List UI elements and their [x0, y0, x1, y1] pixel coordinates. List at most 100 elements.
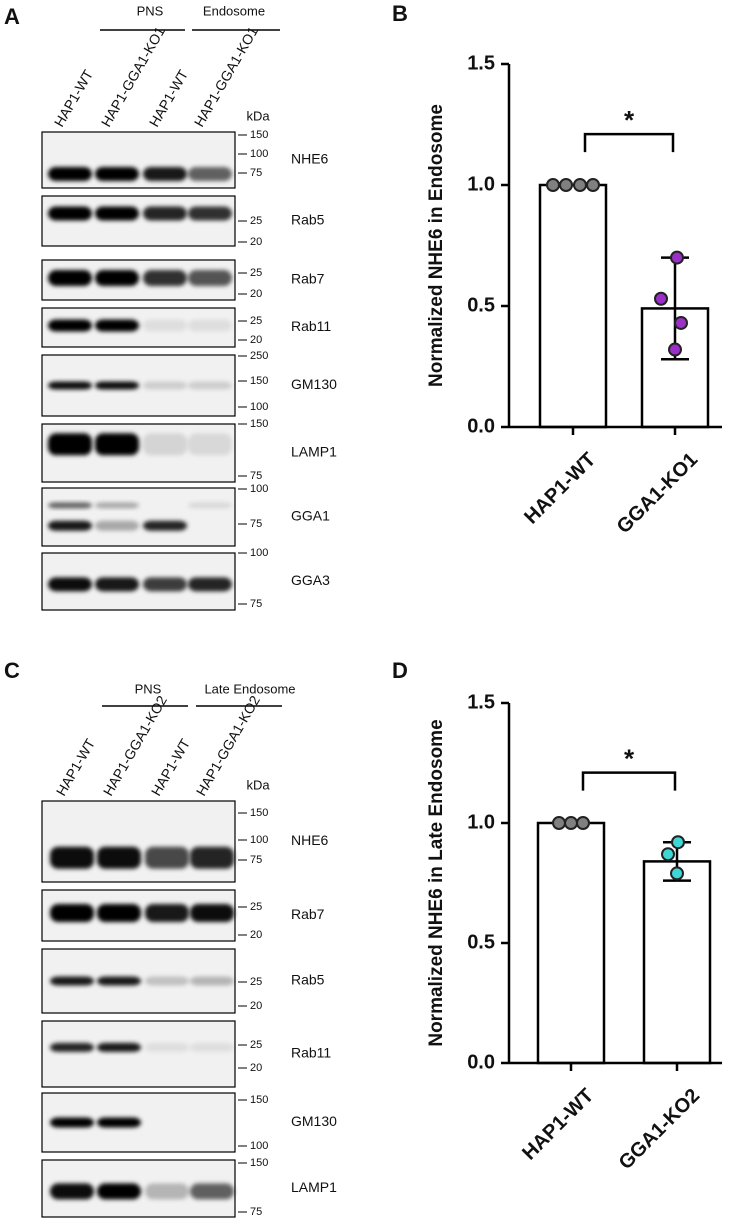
y-tick-label: 1.0: [467, 811, 495, 833]
blot-band: [48, 433, 92, 456]
data-point: [661, 847, 675, 862]
blot-band: [143, 270, 187, 286]
blot-frame: [41, 889, 236, 942]
marker-label: 100: [250, 834, 268, 846]
data-point: [573, 178, 587, 192]
blot-band: [143, 206, 187, 221]
blot-band: [95, 206, 139, 221]
unit-label: kDa: [246, 777, 270, 792]
data-point: [564, 816, 578, 830]
blot-band: [188, 502, 232, 509]
marker-label: 100: [250, 148, 268, 160]
blot-band: [143, 381, 187, 390]
blot-frame: [41, 552, 236, 611]
x-tick-label: GGA1-KO2: [615, 1085, 704, 1174]
blot-band: [97, 1117, 141, 1128]
marker-label: 100: [250, 483, 268, 495]
row-label: NHE6: [291, 832, 329, 848]
blot-band: [190, 1042, 234, 1052]
row-label: NHE6: [291, 151, 329, 167]
blot-band: [190, 903, 234, 922]
data-point: [586, 178, 600, 192]
marker-label: 150: [250, 129, 268, 141]
y-tick-label: 1.5: [467, 691, 495, 713]
panel-label: D: [392, 658, 408, 683]
lane-label: HAP1-WT: [148, 736, 194, 799]
lane-label: HAP1-WT: [146, 67, 192, 130]
row-label: Rab5: [291, 972, 325, 988]
marker-label: 20: [250, 1062, 262, 1074]
blot-band: [95, 381, 139, 390]
y-tick-label: 1.5: [467, 52, 495, 74]
blot-background: [42, 801, 235, 882]
marker-label: 75: [250, 470, 262, 482]
blot-frame: [41, 948, 236, 1014]
blot-frame: [41, 131, 236, 189]
blot-band: [48, 319, 92, 332]
lane-label: HAP1-WT: [53, 736, 99, 799]
significance-label: *: [624, 105, 635, 135]
row-label: Rab7: [291, 271, 325, 287]
marker-label: 150: [250, 807, 268, 819]
blot-band: [95, 319, 139, 332]
blot-band: [188, 381, 232, 390]
blot-band: [145, 976, 189, 986]
blot-band: [95, 502, 139, 509]
blot-band: [143, 520, 187, 531]
significance-bracket: [581, 771, 677, 791]
marker-label: 25: [250, 315, 262, 327]
panel-label: A: [4, 4, 20, 29]
blot-band: [188, 206, 232, 221]
marker-label: 150: [250, 418, 268, 430]
marker-label: 100: [250, 401, 268, 413]
y-tick-label: 0.5: [467, 931, 495, 953]
row-label: GGA1: [291, 508, 330, 524]
y-axis-label: Normalized NHE6 in Endosome: [426, 104, 447, 387]
marker-label: 150: [250, 375, 268, 387]
marker-label: 25: [250, 1039, 262, 1051]
blot-frame: [41, 259, 236, 301]
blot-band: [50, 1117, 94, 1128]
data-point: [576, 816, 590, 830]
bar: [538, 183, 608, 429]
blot-band: [188, 319, 232, 332]
data-point: [668, 342, 682, 357]
marker-label: 20: [250, 236, 262, 248]
blot-frame: [41, 195, 236, 247]
x-tick-label: HAP1-WT: [520, 449, 600, 529]
blot-background: [42, 196, 235, 246]
blot-band: [95, 520, 139, 531]
row-label: Rab11: [291, 1045, 331, 1061]
blot-frame: [41, 354, 236, 417]
blot-band: [97, 846, 141, 869]
blot-band: [188, 577, 232, 592]
marker-label: 75: [250, 1206, 262, 1218]
x-tick-label: GGA1-KO1: [613, 449, 702, 538]
blot-band: [50, 846, 94, 869]
blot-frame: [41, 423, 236, 483]
blot-band: [188, 167, 232, 181]
blot-band: [97, 1042, 141, 1052]
row-label: Rab11: [291, 318, 331, 334]
blot-band: [143, 577, 187, 592]
y-tick-label: 0.5: [467, 294, 495, 316]
blot-frame: [41, 487, 236, 547]
blot-band: [188, 270, 232, 286]
blot-frame: [41, 1092, 236, 1153]
blot-band: [50, 976, 94, 986]
marker-label: 100: [250, 547, 268, 559]
blot-frame: [41, 1020, 236, 1088]
group-label: Late Endosome: [204, 681, 295, 696]
blot-band: [48, 381, 92, 390]
bar: [536, 821, 606, 1065]
marker-label: 25: [250, 901, 262, 913]
marker-label: 75: [250, 518, 262, 530]
blot-band: [190, 976, 234, 986]
y-tick-label: 1.0: [467, 173, 495, 195]
y-tick-label: 0.0: [467, 415, 495, 437]
blot-band: [143, 167, 187, 181]
marker-label: 20: [250, 929, 262, 941]
data-point: [670, 250, 684, 265]
blot-band: [95, 577, 139, 592]
